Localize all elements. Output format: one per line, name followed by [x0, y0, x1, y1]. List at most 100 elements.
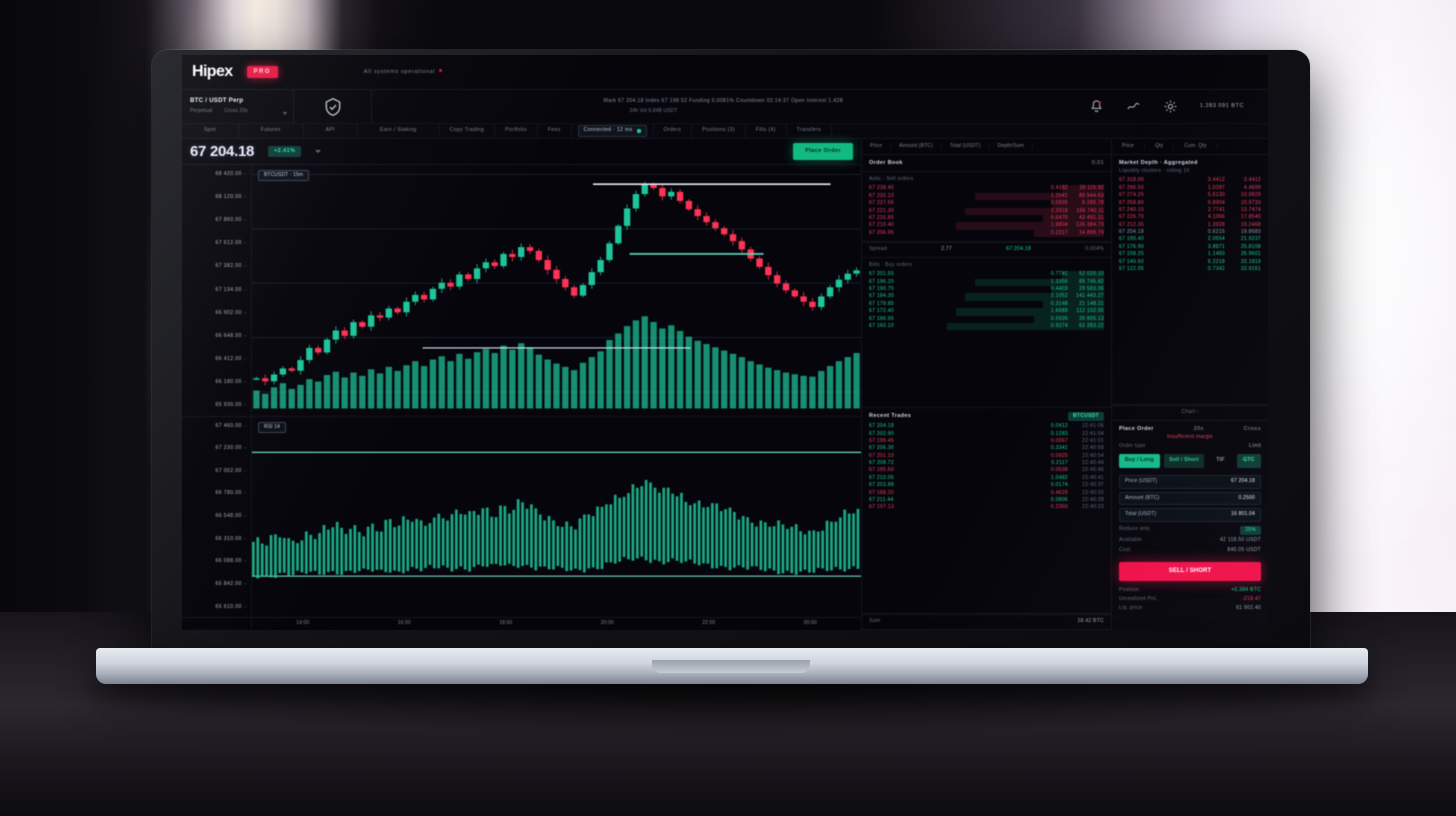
brand-logo[interactable]: Hipex: [192, 63, 233, 81]
depth-row[interactable]: 67 240.15 2.7741 13.7474: [1119, 207, 1261, 214]
chevron-down-icon[interactable]: [315, 150, 322, 153]
depth-row[interactable]: 67 318.00 3.4412 3.4412: [1119, 177, 1261, 184]
trade-row[interactable]: 67 210.05 1.0482 22:40:41: [869, 475, 1104, 482]
tab-fills[interactable]: Fills (4): [746, 124, 787, 138]
trade-row[interactable]: 67 199.45 0.0067 22:41:01: [869, 438, 1104, 445]
depth-row[interactable]: 67 296.50 1.0287 4.4699: [1119, 185, 1261, 192]
slider-value[interactable]: 25%: [1240, 525, 1261, 536]
asks-label: Asks · Sell orders: [869, 176, 914, 183]
depth-price: 67 296.50: [1119, 184, 1144, 191]
tab-positions[interactable]: Positions (3): [692, 124, 746, 138]
depth-row[interactable]: 67 190.40 2.0554 21.9237: [1119, 236, 1261, 243]
depth-row[interactable]: 67 258.80 0.8904 10.9733: [1119, 200, 1261, 207]
orderbook-grouping[interactable]: 0.01: [1091, 160, 1104, 166]
tab-buy-long[interactable]: Buy / Long: [1119, 454, 1160, 469]
orderbook-footer: Sum 18.42 BTC: [862, 614, 1111, 630]
depth-cum: 4.4699: [1243, 184, 1261, 191]
tab-earn[interactable]: Earn / Staking: [358, 124, 440, 138]
bid-row[interactable]: 67 196.20 1.3356 89 745.82: [869, 278, 1104, 287]
candlestick-plot[interactable]: BTCUSDT · 15m: [252, 165, 861, 416]
tab-orders[interactable]: Orders: [654, 124, 693, 138]
tab-transfers[interactable]: Transfers: [787, 124, 833, 138]
trade-amount: 1.0482: [1050, 474, 1068, 481]
bids-list[interactable]: 67 201.55 0.7741 52 020.10 67 196.20 1.3356 8…: [869, 271, 1104, 331]
trade-row[interactable]: 67 197.13 0.2350 22:40:23: [869, 504, 1104, 511]
depth-row[interactable]: 67 140.60 6.2218 33.1819: [1119, 259, 1261, 266]
tif-value[interactable]: GTC: [1236, 454, 1261, 469]
ask-row[interactable]: 67 206.95 0.2217 14 899.79: [869, 229, 1104, 238]
trade-row[interactable]: 67 201.10 0.0925 22:40:54: [869, 453, 1104, 460]
bid-row[interactable]: 67 172.40 1.6689 112 102.55: [869, 308, 1104, 316]
depth-list[interactable]: 67 318.00 3.4412 3.4412 67 296.50 1.0287 4.46…: [1119, 177, 1261, 273]
bid-row-price: 67 201.55: [869, 271, 894, 278]
recent-trades-badge: BTCUSDT: [1068, 411, 1104, 422]
trade-row[interactable]: 67 202.90 0.1283 22:41:04: [869, 431, 1104, 438]
tab-portfolio[interactable]: Portfolio: [495, 124, 538, 138]
ask-row[interactable]: 67 221.30 2.3318 156 740.11: [869, 207, 1104, 215]
brand-badge: PRO: [246, 65, 278, 79]
total-field[interactable]: Total (USDT) 16 801.04: [1119, 508, 1261, 522]
settings-gear-icon[interactable]: [1163, 99, 1178, 114]
depth-row[interactable]: 67 176.90 3.8871 25.8108: [1119, 244, 1261, 251]
connection-status-pill[interactable]: Connected · 12 ms: [572, 124, 654, 138]
submit-order-button[interactable]: SELL / SHORT: [1119, 561, 1261, 581]
tab-spot[interactable]: Spot: [182, 124, 239, 138]
pair-selector[interactable]: BTC / USDT Perp Perpetual Cross 20x: [182, 90, 294, 123]
chevron-down-icon[interactable]: [283, 112, 287, 115]
order-form-leverage[interactable]: 20x: [1193, 425, 1204, 432]
depth-row[interactable]: 67 204.18 0.6215 19.8683: [1119, 229, 1261, 236]
tab-sell-short[interactable]: Sell / Short: [1163, 454, 1205, 469]
cost-label: Cost: [1119, 546, 1131, 553]
bid-row[interactable]: 67 184.30 2.1052 141 443.27: [869, 293, 1104, 301]
trade-row[interactable]: 67 188.20 0.4629 22:40:32: [869, 490, 1104, 497]
trade-row[interactable]: 67 203.88 0.0174 22:40:37: [869, 482, 1104, 489]
trade-row[interactable]: 67 208.72 0.2117 22:40:49: [869, 460, 1104, 467]
ask-row[interactable]: 67 232.10 1.2041 80 944.63: [869, 192, 1104, 201]
bell-icon[interactable]: [1089, 99, 1104, 114]
bid-row[interactable]: 67 166.95 0.5926 39 805.13: [869, 315, 1104, 323]
bid-row[interactable]: 67 201.55 0.7741 52 020.10: [869, 271, 1104, 279]
depth-qty: 3.8871: [1207, 243, 1225, 250]
trade-row[interactable]: 67 211.44 0.0806 22:40:28: [869, 497, 1104, 504]
ask-row[interactable]: 67 216.85 0.6470 43 491.31: [869, 214, 1104, 223]
ask-row-price: 67 216.85: [869, 214, 894, 221]
depth-divider-label[interactable]: Chart ›: [1181, 408, 1199, 415]
asks-list[interactable]: 67 238.40 0.4182 28 115.92 67 232.10 1.2041 8…: [869, 185, 1104, 238]
tab-copy-trading[interactable]: Copy Trading: [440, 124, 496, 138]
depth-row[interactable]: 67 122.05 0.7342 33.9161: [1119, 266, 1261, 273]
place-order-button[interactable]: Place Order: [793, 143, 853, 160]
bid-row-price: 67 166.95: [869, 315, 894, 322]
amount-field[interactable]: Amount (BTC) 0.2500: [1119, 491, 1261, 506]
chart-line-icon[interactable]: [1126, 99, 1141, 114]
market-stats-line2: 24h Vol 9.84B USDT: [629, 107, 678, 114]
depth-row[interactable]: 67 274.25 5.6130 10.0829: [1119, 192, 1261, 199]
bid-row[interactable]: 67 179.85 0.3148 21 148.21: [869, 300, 1104, 309]
depth-cum: 3.4412: [1243, 177, 1261, 184]
trade-time: 22:40:28: [1082, 496, 1104, 503]
ask-row[interactable]: 67 210.40 1.8804 126 384.73: [869, 222, 1104, 230]
order-type-value[interactable]: Limit: [1248, 443, 1261, 450]
trade-row[interactable]: 67 195.60 0.0538 22:40:45: [869, 467, 1104, 474]
bid-row[interactable]: 67 160.10 0.9274 62 283.22: [869, 322, 1104, 331]
depth-row[interactable]: 67 212.35 1.3928 19.2468: [1119, 222, 1261, 229]
price-field[interactable]: Price (USDT) 67 204.18: [1119, 475, 1261, 489]
x-tick: 18:00: [499, 620, 513, 627]
order-form-margin-mode[interactable]: Cross: [1243, 425, 1261, 432]
depth-price: 67 176.90: [1119, 243, 1144, 250]
trade-amount: 0.0925: [1050, 452, 1068, 459]
trades-list[interactable]: 67 204.18 0.0412 22:41:06 67 202.90 0.1283 22…: [869, 423, 1104, 512]
depth-qty: 4.1066: [1207, 214, 1225, 221]
tab-fees[interactable]: Fees: [538, 124, 572, 138]
trade-row[interactable]: 67 206.30 0.3341 22:40:58: [869, 445, 1104, 452]
tab-api[interactable]: API: [304, 124, 358, 138]
trade-row[interactable]: 67 204.18 0.0412 22:41:06: [869, 423, 1104, 430]
pair-sub-right: Cross 20x: [224, 108, 248, 115]
ask-row[interactable]: 67 238.40 0.4182 28 115.92: [869, 185, 1104, 193]
depth-row[interactable]: 67 158.25 1.1493 26.9601: [1119, 251, 1261, 258]
depth-row[interactable]: 67 226.70 4.1066 17.8540: [1119, 214, 1261, 221]
ask-row[interactable]: 67 227.65 0.0935 6 285.78: [869, 200, 1104, 208]
volume-indicator-plot[interactable]: RSI 14: [252, 417, 861, 617]
tab-futures[interactable]: Futures: [239, 124, 304, 138]
y-tick: 66 902.00: [182, 310, 247, 317]
bid-row[interactable]: 67 190.75 0.4403 29 583.06: [869, 286, 1104, 294]
